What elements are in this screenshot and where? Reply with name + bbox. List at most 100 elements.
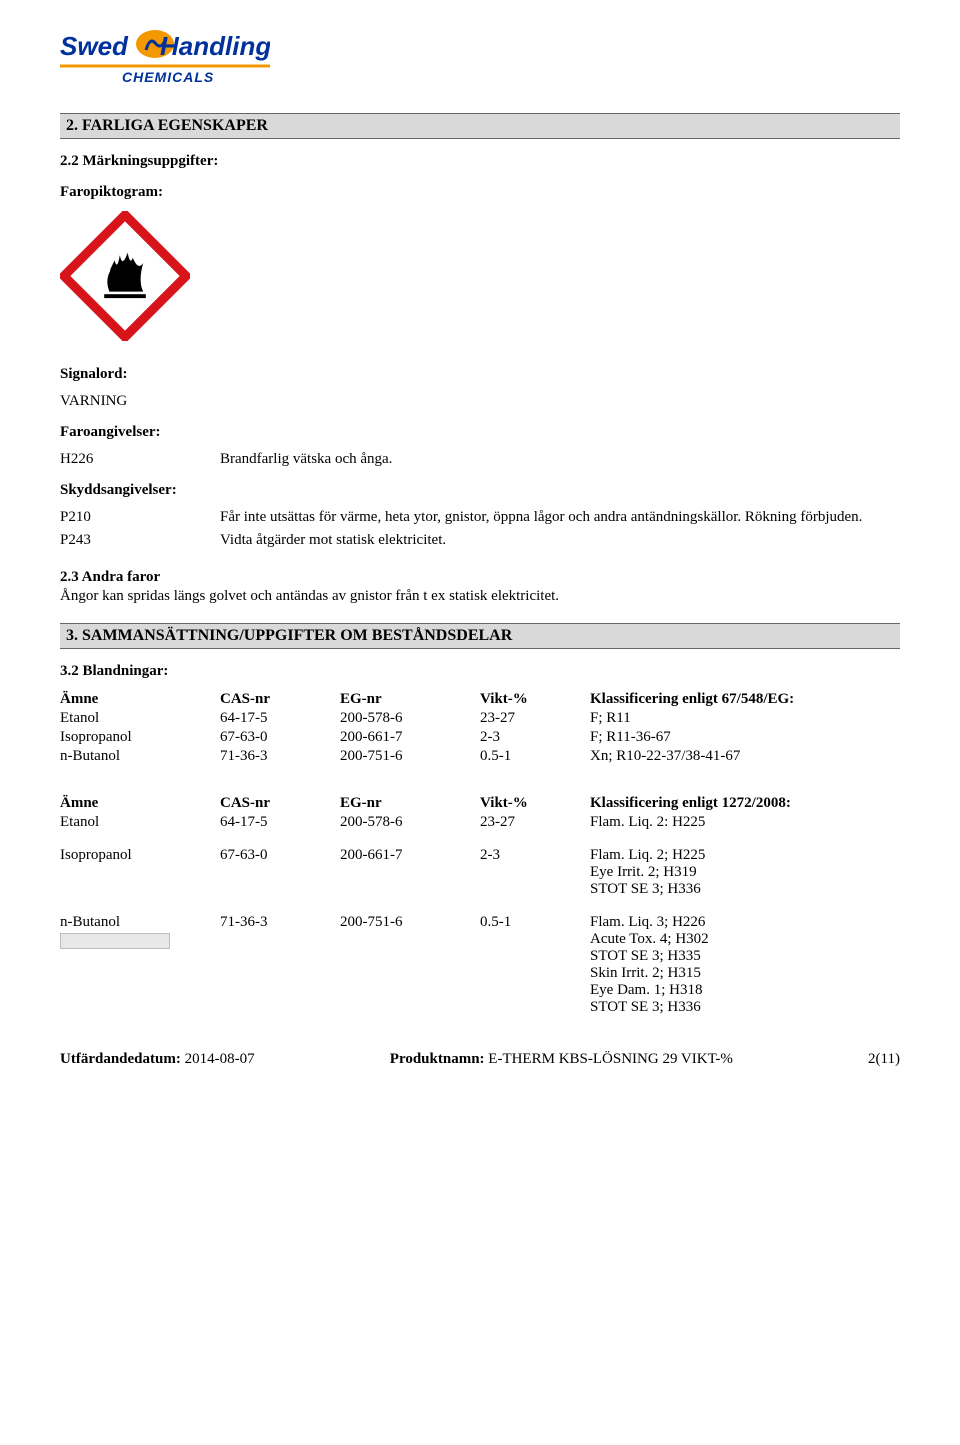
klass-line: Skin Irrit. 2; H315 — [590, 965, 896, 982]
th-vikt: Vikt-% — [480, 690, 590, 709]
table-row: Isopropanol67-63-0200-661-72-3F; R11-36-… — [60, 728, 900, 747]
klass-line: STOT SE 3; H336 — [590, 999, 896, 1016]
th-amne: Ämne — [60, 690, 220, 709]
cell-vikt: 23-27 — [480, 813, 590, 832]
table-row: n-Butanol71-36-3200-751-60.5-1Flam. Liq.… — [60, 913, 900, 1017]
footer-date: Utfärdandedatum: 2014-08-07 — [60, 1051, 255, 1068]
table-header-row: Ämne CAS-nr EG-nr Vikt-% Klassificering … — [60, 690, 900, 709]
cell-klass: F; R11-36-67 — [590, 728, 900, 747]
footer-date-value: 2014-08-07 — [185, 1051, 255, 1067]
swed-handling-logo: Swed Handling CHEMICALS — [60, 30, 270, 90]
th-eg: EG-nr — [340, 794, 480, 813]
footer-product-label: Produktnamn: — [390, 1051, 489, 1067]
footer-product: Produktnamn: E-THERM KBS-LÖSNING 29 VIKT… — [390, 1051, 733, 1068]
sub-2-2: 2.2 Märkningsuppgifter: — [60, 153, 900, 170]
cell-eg: 200-751-6 — [340, 913, 480, 1017]
flame-icon — [60, 211, 190, 341]
page: Swed Handling CHEMICALS 2. FARLIGA EGENS… — [0, 0, 960, 1108]
p-text: Får inte utsättas för värme, heta ytor, … — [220, 509, 900, 526]
th-cas: CAS-nr — [220, 690, 340, 709]
th-cas: CAS-nr — [220, 794, 340, 813]
section-2-header: 2. FARLIGA EGENSKAPER — [60, 113, 900, 139]
spacer-row — [60, 899, 900, 913]
cell-eg: 200-578-6 — [340, 813, 480, 832]
skyddsangivelser-label: Skyddsangivelser: — [60, 482, 900, 499]
klass-line: Acute Tox. 4; H302 — [590, 931, 896, 948]
signalord-value: VARNING — [60, 393, 900, 410]
h-text: Brandfarlig vätska och ånga. — [220, 451, 900, 468]
table-row: Etanol64-17-5200-578-623-27F; R11 — [60, 709, 900, 728]
cell-eg: 200-751-6 — [340, 747, 480, 766]
klass-line: STOT SE 3; H335 — [590, 948, 896, 965]
svg-text:Handling: Handling — [160, 31, 270, 61]
p-statement-row: P243 Vidta åtgärder mot statisk elektric… — [60, 532, 900, 549]
page-footer: Utfärdandedatum: 2014-08-07 Produktnamn:… — [60, 1051, 900, 1068]
sub-2-3-title: 2.3 Andra faror — [60, 569, 160, 585]
faropiktogram-label: Faropiktogram: — [60, 184, 900, 201]
h-code: H226 — [60, 451, 220, 468]
footer-date-label: Utfärdandedatum: — [60, 1051, 185, 1067]
svg-text:Swed: Swed — [60, 31, 129, 61]
composition-table-67548: Ämne CAS-nr EG-nr Vikt-% Klassificering … — [60, 690, 900, 766]
cell-klass: F; R11 — [590, 709, 900, 728]
p-statement-row: P210 Får inte utsättas för värme, heta y… — [60, 509, 900, 526]
cell-vikt: 2-3 — [480, 846, 590, 899]
cell-eg: 200-661-7 — [340, 728, 480, 747]
cell-cas: 67-63-0 — [220, 846, 340, 899]
cell-cas: 71-36-3 — [220, 747, 340, 766]
p-code: P243 — [60, 532, 220, 549]
table-row: Isopropanol67-63-0200-661-72-3Flam. Liq.… — [60, 846, 900, 899]
klass-line: Flam. Liq. 2; H225 — [590, 847, 896, 864]
svg-text:CHEMICALS: CHEMICALS — [122, 69, 214, 85]
footer-page-number: 2(11) — [868, 1051, 900, 1068]
th-eg: EG-nr — [340, 690, 480, 709]
cell-klass: Flam. Liq. 3; H226Acute Tox. 4; H302STOT… — [590, 913, 900, 1017]
redacted-box — [60, 933, 170, 949]
composition-table-1272: Ämne CAS-nr EG-nr Vikt-% Klassificering … — [60, 794, 900, 1017]
faroangivelser-label: Faroangivelser: — [60, 424, 900, 441]
cell-eg: 200-661-7 — [340, 846, 480, 899]
klass-line: Flam. Liq. 2: H225 — [590, 814, 896, 831]
footer-product-value: E-THERM KBS-LÖSNING 29 VIKT-% — [488, 1051, 733, 1067]
th-klass: Klassificering enligt 1272/2008: — [590, 794, 900, 813]
spacer-row — [60, 832, 900, 846]
cell-amne: Isopropanol — [60, 846, 220, 899]
ghs-flame-pictogram — [60, 211, 900, 346]
signalord-label: Signalord: — [60, 366, 900, 383]
cell-amne: Etanol — [60, 709, 220, 728]
cell-klass: Flam. Liq. 2; H225Eye Irrit. 2; H319STOT… — [590, 846, 900, 899]
th-amne: Ämne — [60, 794, 220, 813]
table-row: Etanol64-17-5200-578-623-27Flam. Liq. 2:… — [60, 813, 900, 832]
sub-3-2: 3.2 Blandningar: — [60, 663, 900, 680]
p-code: P210 — [60, 509, 220, 526]
klass-line: Eye Dam. 1; H318 — [590, 982, 896, 999]
th-vikt: Vikt-% — [480, 794, 590, 813]
cell-vikt: 23-27 — [480, 709, 590, 728]
sub-2-3-text: Ångor kan spridas längs golvet och antän… — [60, 588, 900, 605]
cell-eg: 200-578-6 — [340, 709, 480, 728]
h-statement-row: H226 Brandfarlig vätska och ånga. — [60, 451, 900, 468]
cell-amne: Isopropanol — [60, 728, 220, 747]
sub-2-3: 2.3 Andra faror — [60, 569, 900, 586]
klass-line: Flam. Liq. 3; H226 — [590, 914, 896, 931]
cell-cas: 64-17-5 — [220, 813, 340, 832]
cell-cas: 67-63-0 — [220, 728, 340, 747]
th-klass: Klassificering enligt 67/548/EG: — [590, 690, 900, 709]
cell-klass: Xn; R10-22-37/38-41-67 — [590, 747, 900, 766]
cell-klass: Flam. Liq. 2: H225 — [590, 813, 900, 832]
brand-logo: Swed Handling CHEMICALS — [60, 30, 900, 95]
cell-amne: Etanol — [60, 813, 220, 832]
klass-line: STOT SE 3; H336 — [590, 881, 896, 898]
cell-cas: 64-17-5 — [220, 709, 340, 728]
cell-cas: 71-36-3 — [220, 913, 340, 1017]
cell-amne: n-Butanol — [60, 913, 220, 1017]
klass-line: Eye Irrit. 2; H319 — [590, 864, 896, 881]
section-3-header: 3. SAMMANSÄTTNING/UPPGIFTER OM BESTÅNDSD… — [60, 623, 900, 649]
cell-amne: n-Butanol — [60, 747, 220, 766]
p-text: Vidta åtgärder mot statisk elektricitet. — [220, 532, 900, 549]
cell-vikt: 0.5-1 — [480, 747, 590, 766]
cell-vikt: 0.5-1 — [480, 913, 590, 1017]
table-row: n-Butanol71-36-3200-751-60.5-1Xn; R10-22… — [60, 747, 900, 766]
cell-vikt: 2-3 — [480, 728, 590, 747]
table-header-row: Ämne CAS-nr EG-nr Vikt-% Klassificering … — [60, 794, 900, 813]
